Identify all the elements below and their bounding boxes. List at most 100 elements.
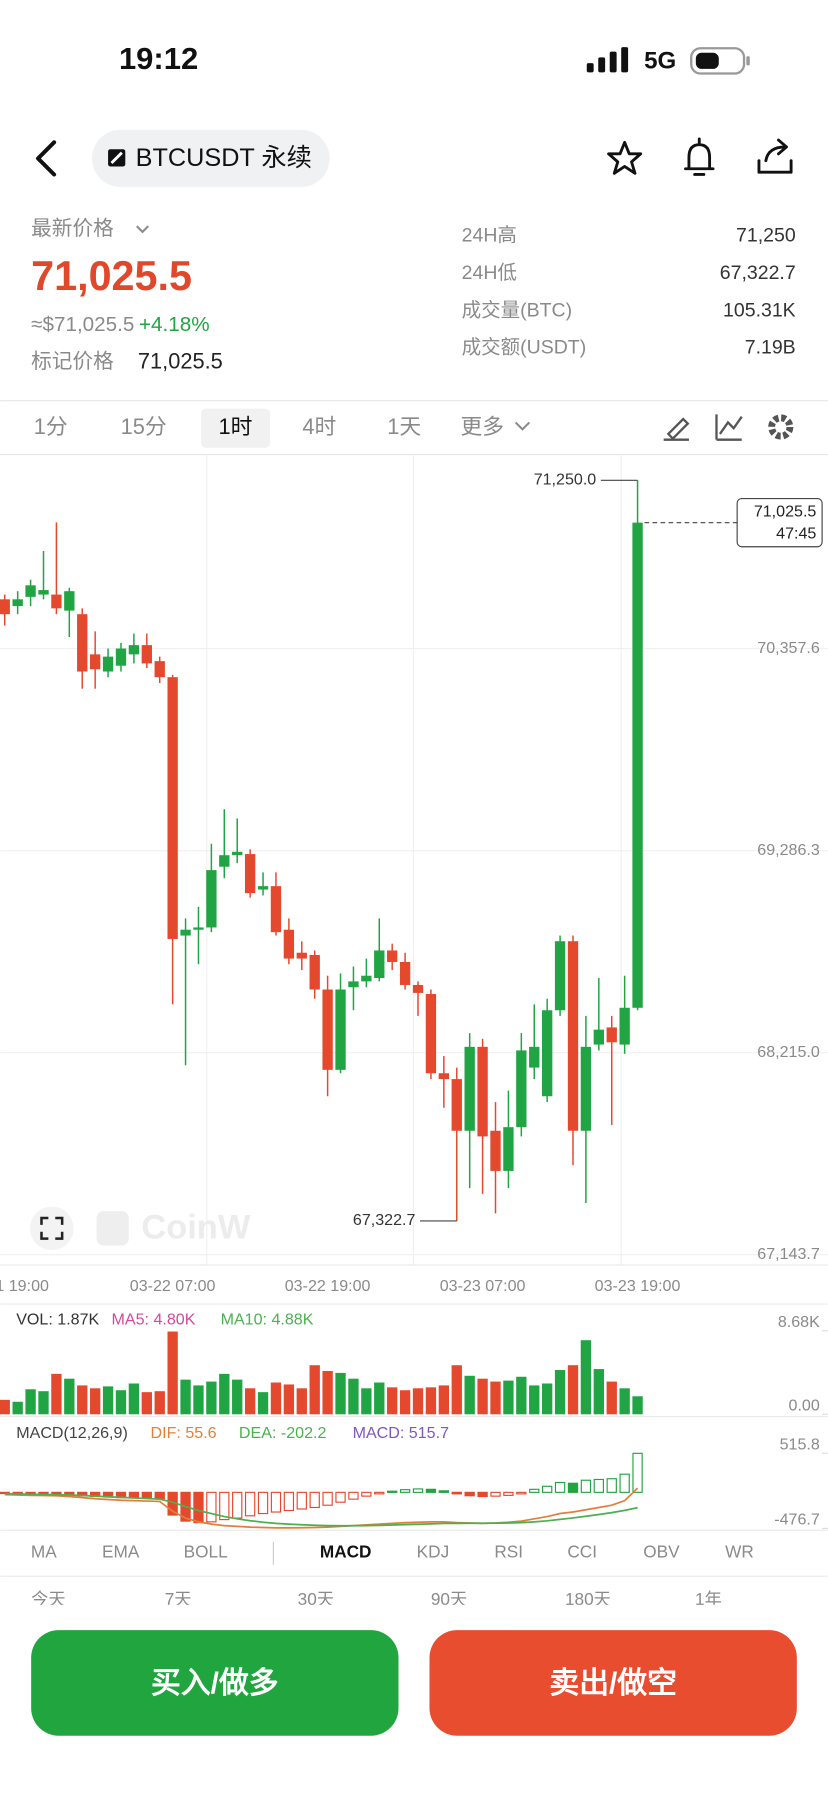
indicator-tab[interactable]: RSI xyxy=(494,1542,523,1562)
candle-body xyxy=(232,851,243,856)
candle-body xyxy=(180,929,191,936)
volume-bar xyxy=(335,1372,346,1415)
interval-tab[interactable]: 1天 xyxy=(387,414,421,439)
legend-entry: MA10: 4.88K xyxy=(221,1310,314,1328)
price-label-chevron[interactable] xyxy=(136,225,149,234)
volume-bar xyxy=(38,1391,49,1415)
macd-bar xyxy=(257,1491,269,1515)
volume-bar xyxy=(451,1365,462,1415)
period-tab[interactable]: 30天 xyxy=(298,1589,334,1609)
candle-body xyxy=(361,975,372,982)
indicator-tab[interactable]: OBV xyxy=(643,1542,680,1562)
sell-button[interactable] xyxy=(429,1630,797,1736)
volume-bar xyxy=(490,1381,501,1415)
candle-body xyxy=(296,952,307,959)
indicator-tab[interactable]: MACD xyxy=(320,1542,372,1562)
volume-bar xyxy=(128,1383,140,1415)
candle-body xyxy=(89,654,101,670)
volume-bar xyxy=(193,1385,204,1415)
candle-body xyxy=(464,1046,475,1131)
candle-body xyxy=(206,870,217,928)
sell-label: 卖出/做空 xyxy=(549,1667,677,1700)
volume-bar xyxy=(232,1379,243,1415)
volume-bar xyxy=(593,1369,604,1415)
fullscreen-icon xyxy=(40,1216,64,1240)
candle-body xyxy=(219,855,230,867)
candle-body xyxy=(490,1130,501,1171)
volume-bar xyxy=(374,1382,385,1415)
share-button[interactable] xyxy=(757,138,793,174)
interval-tab[interactable]: 1分 xyxy=(34,414,68,439)
candle-body xyxy=(154,661,165,678)
candle-body xyxy=(25,585,36,597)
symbol-pill[interactable] xyxy=(91,129,330,188)
stat-value: 67,322.7 xyxy=(720,262,796,284)
indicator-tabs: MA EMA BOLL MACD KDJ RSI CCI OBV WR xyxy=(31,1542,754,1562)
last-price-tag: 71,025.5 xyxy=(754,503,817,521)
period-tab[interactable]: 7天 xyxy=(165,1589,192,1609)
back-button[interactable] xyxy=(36,140,57,177)
macd-bar xyxy=(244,1491,256,1517)
volume-bar xyxy=(206,1381,217,1415)
interval-tab[interactable]: 1时 xyxy=(219,414,253,439)
candle-body xyxy=(606,1027,617,1043)
volume-bar xyxy=(115,1390,127,1415)
stat-value: 71,250 xyxy=(736,225,796,247)
symbol: BTCUSDT 永续 xyxy=(136,144,312,172)
volume-bar xyxy=(89,1388,101,1415)
macd-bar xyxy=(593,1478,604,1493)
candle-body xyxy=(503,1127,514,1171)
interval-tab[interactable]: 15分 xyxy=(121,414,167,439)
volume-bar xyxy=(64,1378,75,1415)
volume-bar xyxy=(361,1388,372,1415)
macd-bar xyxy=(412,1488,424,1493)
alert-button[interactable] xyxy=(684,137,715,176)
indicator-tab[interactable]: KDJ xyxy=(417,1542,450,1562)
indicator-tab[interactable]: WR xyxy=(725,1542,754,1562)
x-tick-label: 03-23 19:00 xyxy=(595,1277,681,1295)
volume-bar xyxy=(180,1379,191,1415)
draw-tool[interactable] xyxy=(663,417,690,441)
y-tick-label: 70,357.6 xyxy=(757,639,820,657)
indicator-tab[interactable]: EMA xyxy=(102,1542,140,1562)
candle-body xyxy=(580,1046,592,1131)
volume-bar xyxy=(219,1373,230,1415)
battery-level xyxy=(695,52,719,69)
mark-price-label: 标记价格 xyxy=(31,350,114,373)
indicator-tab[interactable]: CCI xyxy=(567,1542,597,1562)
indicator-tab[interactable]: MA xyxy=(31,1542,57,1562)
stat-value: 7.19B xyxy=(745,337,796,359)
interval-tab[interactable]: 更多 xyxy=(460,414,504,439)
fullscreen-button[interactable] xyxy=(30,1206,74,1251)
settings-tool[interactable] xyxy=(768,414,794,440)
volume-bar xyxy=(438,1385,450,1415)
stat-label: 成交量(BTC) xyxy=(462,299,573,321)
period-tab[interactable]: 90天 xyxy=(431,1589,467,1609)
macd-bar xyxy=(219,1491,230,1521)
buy-button[interactable] xyxy=(31,1630,399,1736)
macd-bar xyxy=(0,1491,10,1495)
macd-bar xyxy=(270,1491,282,1513)
volume-bar xyxy=(554,1370,566,1415)
interval-tab[interactable]: 4时 xyxy=(302,414,336,439)
x-tick-label: 03-22 19:00 xyxy=(285,1277,371,1295)
favorite-button[interactable] xyxy=(607,140,643,175)
macd-chart: MACD(12,26,9) DIF: 55.6 DEA: -202.2 MACD: 5… xyxy=(0,1424,828,1529)
volume-bar xyxy=(102,1386,114,1415)
stat-label: 成交额(USDT) xyxy=(462,337,587,359)
indicator-tab[interactable]: BOLL xyxy=(184,1542,228,1562)
high-annotation: 71,250.0 xyxy=(534,471,597,489)
volume-bar xyxy=(270,1382,282,1415)
y-tick-label: 67,143.7 xyxy=(757,1245,820,1263)
period-tab[interactable]: 1年 xyxy=(695,1589,722,1609)
indicator-tool[interactable] xyxy=(715,414,743,441)
macd-bar xyxy=(554,1481,566,1493)
period-tab[interactable]: 180天 xyxy=(565,1589,611,1609)
chart-frame xyxy=(206,454,622,1266)
volume-bar xyxy=(154,1391,165,1415)
period-tab[interactable]: 今天 xyxy=(31,1589,65,1609)
candle-body xyxy=(167,677,178,939)
macd-bar xyxy=(361,1491,372,1497)
candle-body xyxy=(593,1029,604,1045)
